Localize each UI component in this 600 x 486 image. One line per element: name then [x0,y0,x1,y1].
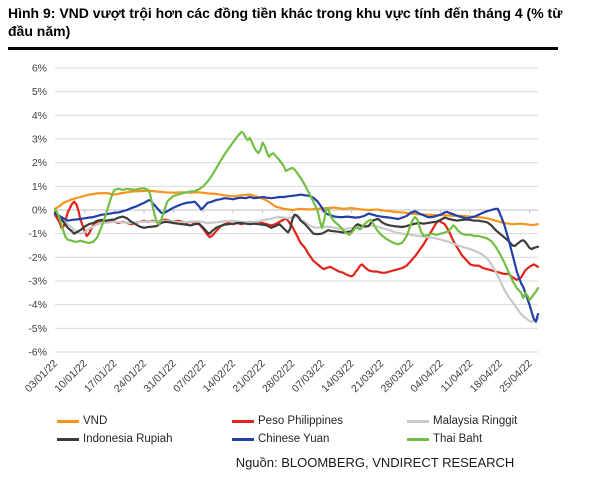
series-line-vnd [53,189,540,226]
legend-swatch-thai-baht [407,437,429,441]
legend-swatch-vnd [57,419,79,423]
legend-swatch-malaysia-ringgit [407,419,429,423]
chart-area: 6% 5% 4% 3% 2% 1% 0% -1% -2% -3% -4% -5% -6% 03/01/22… [0,58,600,410]
series-line-peso-philippines [53,200,540,281]
source-attribution: Nguồn: BLOOMBERG, VNDIRECT RESEARCH [235,455,515,470]
legend-item-chinese-yuan: Chinese Yuan [232,432,407,446]
legend-swatch-peso-philippines [232,419,254,423]
legend-swatch-indonesia-rupiah [57,437,79,441]
legend-label: VND [83,415,108,427]
legend-swatch-chinese-yuan [232,437,254,441]
series-line-indonesia-rupiah [53,211,540,251]
chart-svg: 6%5%4%3%2%1%0%-1%-2%-3%-4%-5%-6%03/01/22… [23,63,540,395]
legend-label: Chinese Yuan [258,433,330,445]
y-axis-tick-label: 3% [32,134,47,146]
y-axis-tick-label: -3% [28,276,47,288]
legend-item-peso-philippines: Peso Philippines [232,414,407,428]
title-divider [8,47,558,50]
legend-label: Malaysia Ringgit [433,415,518,427]
legend-item-indonesia-rupiah: Indonesia Rupiah [57,432,232,446]
legend-label: Thai Baht [433,433,483,445]
series-line-thai-baht [53,130,540,301]
y-axis-tick-label: -1% [28,228,47,240]
y-axis-tick-label: -5% [28,323,47,335]
chart-legend: VND Peso Philippines Malaysia Ringgit In… [57,414,587,446]
y-axis-tick-label: -4% [28,299,47,311]
y-axis-tick-label: 2% [32,157,47,169]
y-axis-tick-label: 0% [32,205,47,217]
y-axis-tick-label: 4% [32,110,47,122]
x-axis-tick-label: 25/04/22 [497,358,534,395]
y-axis-tick-label: 1% [32,181,47,193]
y-axis-tick-label: -6% [28,347,47,359]
legend-item-thai-baht: Thai Baht [407,432,582,446]
legend-label: Peso Philippines [258,415,344,427]
y-axis-tick-label: 5% [32,86,47,98]
legend-item-malaysia-ringgit: Malaysia Ringgit [407,414,582,428]
y-axis-tick-label: 6% [32,63,47,75]
figure-title: Hình 9: VND vượt trội hơn các đồng tiền … [8,5,563,40]
legend-item-vnd: VND [57,414,232,428]
x-axis-tick-label: 04/04/22 [408,358,445,395]
legend-label: Indonesia Rupiah [83,433,173,445]
y-axis-tick-label: -2% [28,252,47,264]
series-line-chinese-yuan [53,193,540,323]
